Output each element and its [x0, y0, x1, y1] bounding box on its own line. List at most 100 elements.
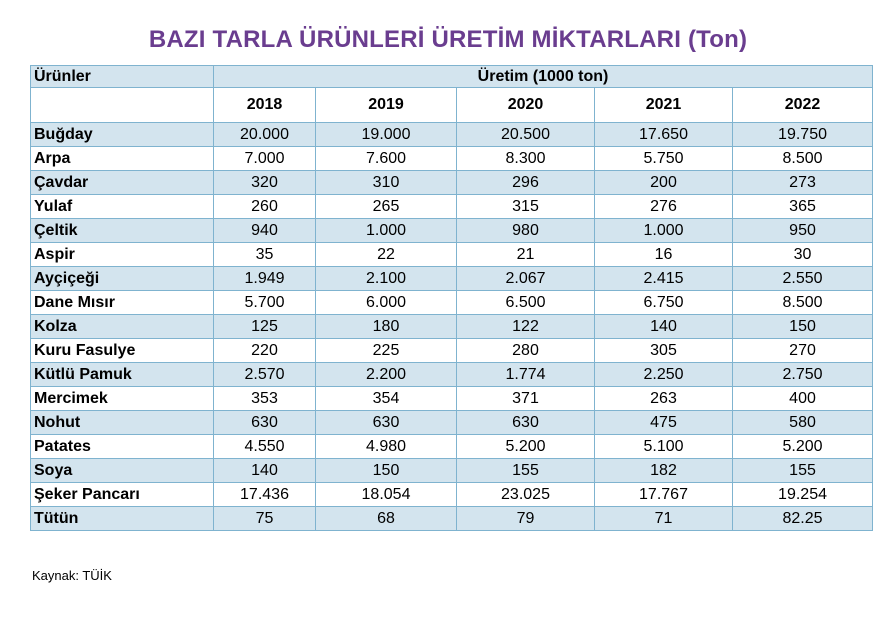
value-cell: 79 [456, 506, 595, 531]
value-cell: 2.200 [315, 362, 457, 387]
value-cell: 320 [213, 170, 316, 195]
value-cell: 2.067 [456, 266, 595, 291]
crop-name-cell: Soya [30, 458, 214, 483]
value-cell: 125 [213, 314, 316, 339]
value-cell: 260 [213, 194, 316, 219]
value-cell: 365 [731, 194, 874, 219]
crop-name-cell: Tütün [30, 506, 214, 531]
value-cell: 630 [456, 410, 595, 435]
value-cell: 1.949 [213, 266, 316, 291]
value-cell: 75 [213, 506, 316, 531]
value-cell: 30 [731, 242, 874, 267]
value-cell: 310 [315, 170, 457, 195]
value-cell: 200 [594, 170, 733, 195]
value-cell: 19.000 [315, 122, 457, 147]
table-row: Nohut 630 630 630 475 580 [30, 410, 874, 435]
table-row: Tütün 75 68 79 71 82.25 [30, 506, 874, 531]
table-row: Çavdar 320 310 296 200 273 [30, 170, 874, 195]
year-header-cell: 2018 [213, 87, 316, 123]
year-header-cell: 2022 [731, 87, 874, 123]
crop-name-cell: Kütlü Pamuk [30, 362, 214, 387]
crop-name-cell: Şeker Pancarı [30, 482, 214, 507]
value-cell: 1.774 [456, 362, 595, 387]
crop-name-cell: Kuru Fasulye [30, 338, 214, 363]
value-cell: 8.500 [731, 146, 874, 171]
value-cell: 225 [315, 338, 457, 363]
value-cell: 8.500 [731, 290, 874, 315]
value-cell: 5.750 [594, 146, 733, 171]
value-cell: 5.200 [731, 434, 874, 459]
value-cell: 630 [213, 410, 316, 435]
value-cell: 273 [731, 170, 874, 195]
crop-name-cell: Aspir [30, 242, 214, 267]
value-cell: 280 [456, 338, 595, 363]
table-row: Mercimek 353 354 371 263 400 [30, 386, 874, 411]
value-cell: 180 [315, 314, 457, 339]
value-cell: 6.500 [456, 290, 595, 315]
crop-name-cell: Patates [30, 434, 214, 459]
table-row: Kuru Fasulye 220 225 280 305 270 [30, 338, 874, 363]
value-cell: 220 [213, 338, 316, 363]
value-cell: 265 [315, 194, 457, 219]
value-cell: 263 [594, 386, 733, 411]
value-cell: 5.200 [456, 434, 595, 459]
value-cell: 1.000 [594, 218, 733, 243]
table-row: Arpa 7.000 7.600 8.300 5.750 8.500 [30, 146, 874, 171]
value-cell: 18.054 [315, 482, 457, 507]
value-cell: 8.300 [456, 146, 595, 171]
crop-name-cell: Yulaf [30, 194, 214, 219]
crop-name-cell: Ayçiçeği [30, 266, 214, 291]
header-row-group: Ürünler Üretim (1000 ton) [30, 65, 874, 88]
value-cell: 35 [213, 242, 316, 267]
value-cell: 155 [731, 458, 874, 483]
value-cell: 16 [594, 242, 733, 267]
value-cell: 940 [213, 218, 316, 243]
crop-name-cell: Çeltik [30, 218, 214, 243]
value-cell: 20.000 [213, 122, 316, 147]
value-cell: 22 [315, 242, 457, 267]
value-cell: 140 [594, 314, 733, 339]
value-cell: 4.550 [213, 434, 316, 459]
table-row: Çeltik 940 1.000 980 1.000 950 [30, 218, 874, 243]
value-cell: 7.600 [315, 146, 457, 171]
value-cell: 2.415 [594, 266, 733, 291]
value-cell: 68 [315, 506, 457, 531]
source-note: Kaynak: TÜİK [32, 568, 112, 583]
value-cell: 2.570 [213, 362, 316, 387]
value-cell: 4.980 [315, 434, 457, 459]
value-cell: 276 [594, 194, 733, 219]
value-cell: 1.000 [315, 218, 457, 243]
value-cell: 19.750 [731, 122, 874, 147]
value-cell: 950 [731, 218, 874, 243]
group-header-cell: Üretim (1000 ton) [212, 65, 874, 88]
value-cell: 270 [731, 338, 874, 363]
crop-name-cell: Kolza [30, 314, 214, 339]
table-row: Buğday 20.000 19.000 20.500 17.650 19.750 [30, 122, 874, 147]
empty-header-cell [30, 87, 214, 123]
value-cell: 19.254 [731, 482, 874, 507]
value-cell: 17.650 [594, 122, 733, 147]
value-cell: 630 [315, 410, 457, 435]
value-cell: 354 [315, 386, 457, 411]
crop-name-cell: Nohut [30, 410, 214, 435]
value-cell: 2.750 [731, 362, 874, 387]
crop-name-cell: Mercimek [30, 386, 214, 411]
crop-name-cell: Dane Mısır [30, 290, 214, 315]
value-cell: 155 [456, 458, 595, 483]
crop-name-cell: Arpa [30, 146, 214, 171]
table-row: Şeker Pancarı 17.436 18.054 23.025 17.767 19.… [30, 482, 874, 507]
table-row: Kütlü Pamuk 2.570 2.200 1.774 2.250 2.750 [30, 362, 874, 387]
value-cell: 7.000 [213, 146, 316, 171]
table-row: Yulaf 260 265 315 276 365 [30, 194, 874, 219]
table-row: Kolza 125 180 122 140 150 [30, 314, 874, 339]
table-row: Ayçiçeği 1.949 2.100 2.067 2.415 2.550 [30, 266, 874, 291]
value-cell: 980 [456, 218, 595, 243]
value-cell: 6.000 [315, 290, 457, 315]
value-cell: 371 [456, 386, 595, 411]
value-cell: 17.436 [213, 482, 316, 507]
value-cell: 20.500 [456, 122, 595, 147]
value-cell: 21 [456, 242, 595, 267]
value-cell: 353 [213, 386, 316, 411]
value-cell: 5.100 [594, 434, 733, 459]
table-row: Aspir 35 22 21 16 30 [30, 242, 874, 267]
